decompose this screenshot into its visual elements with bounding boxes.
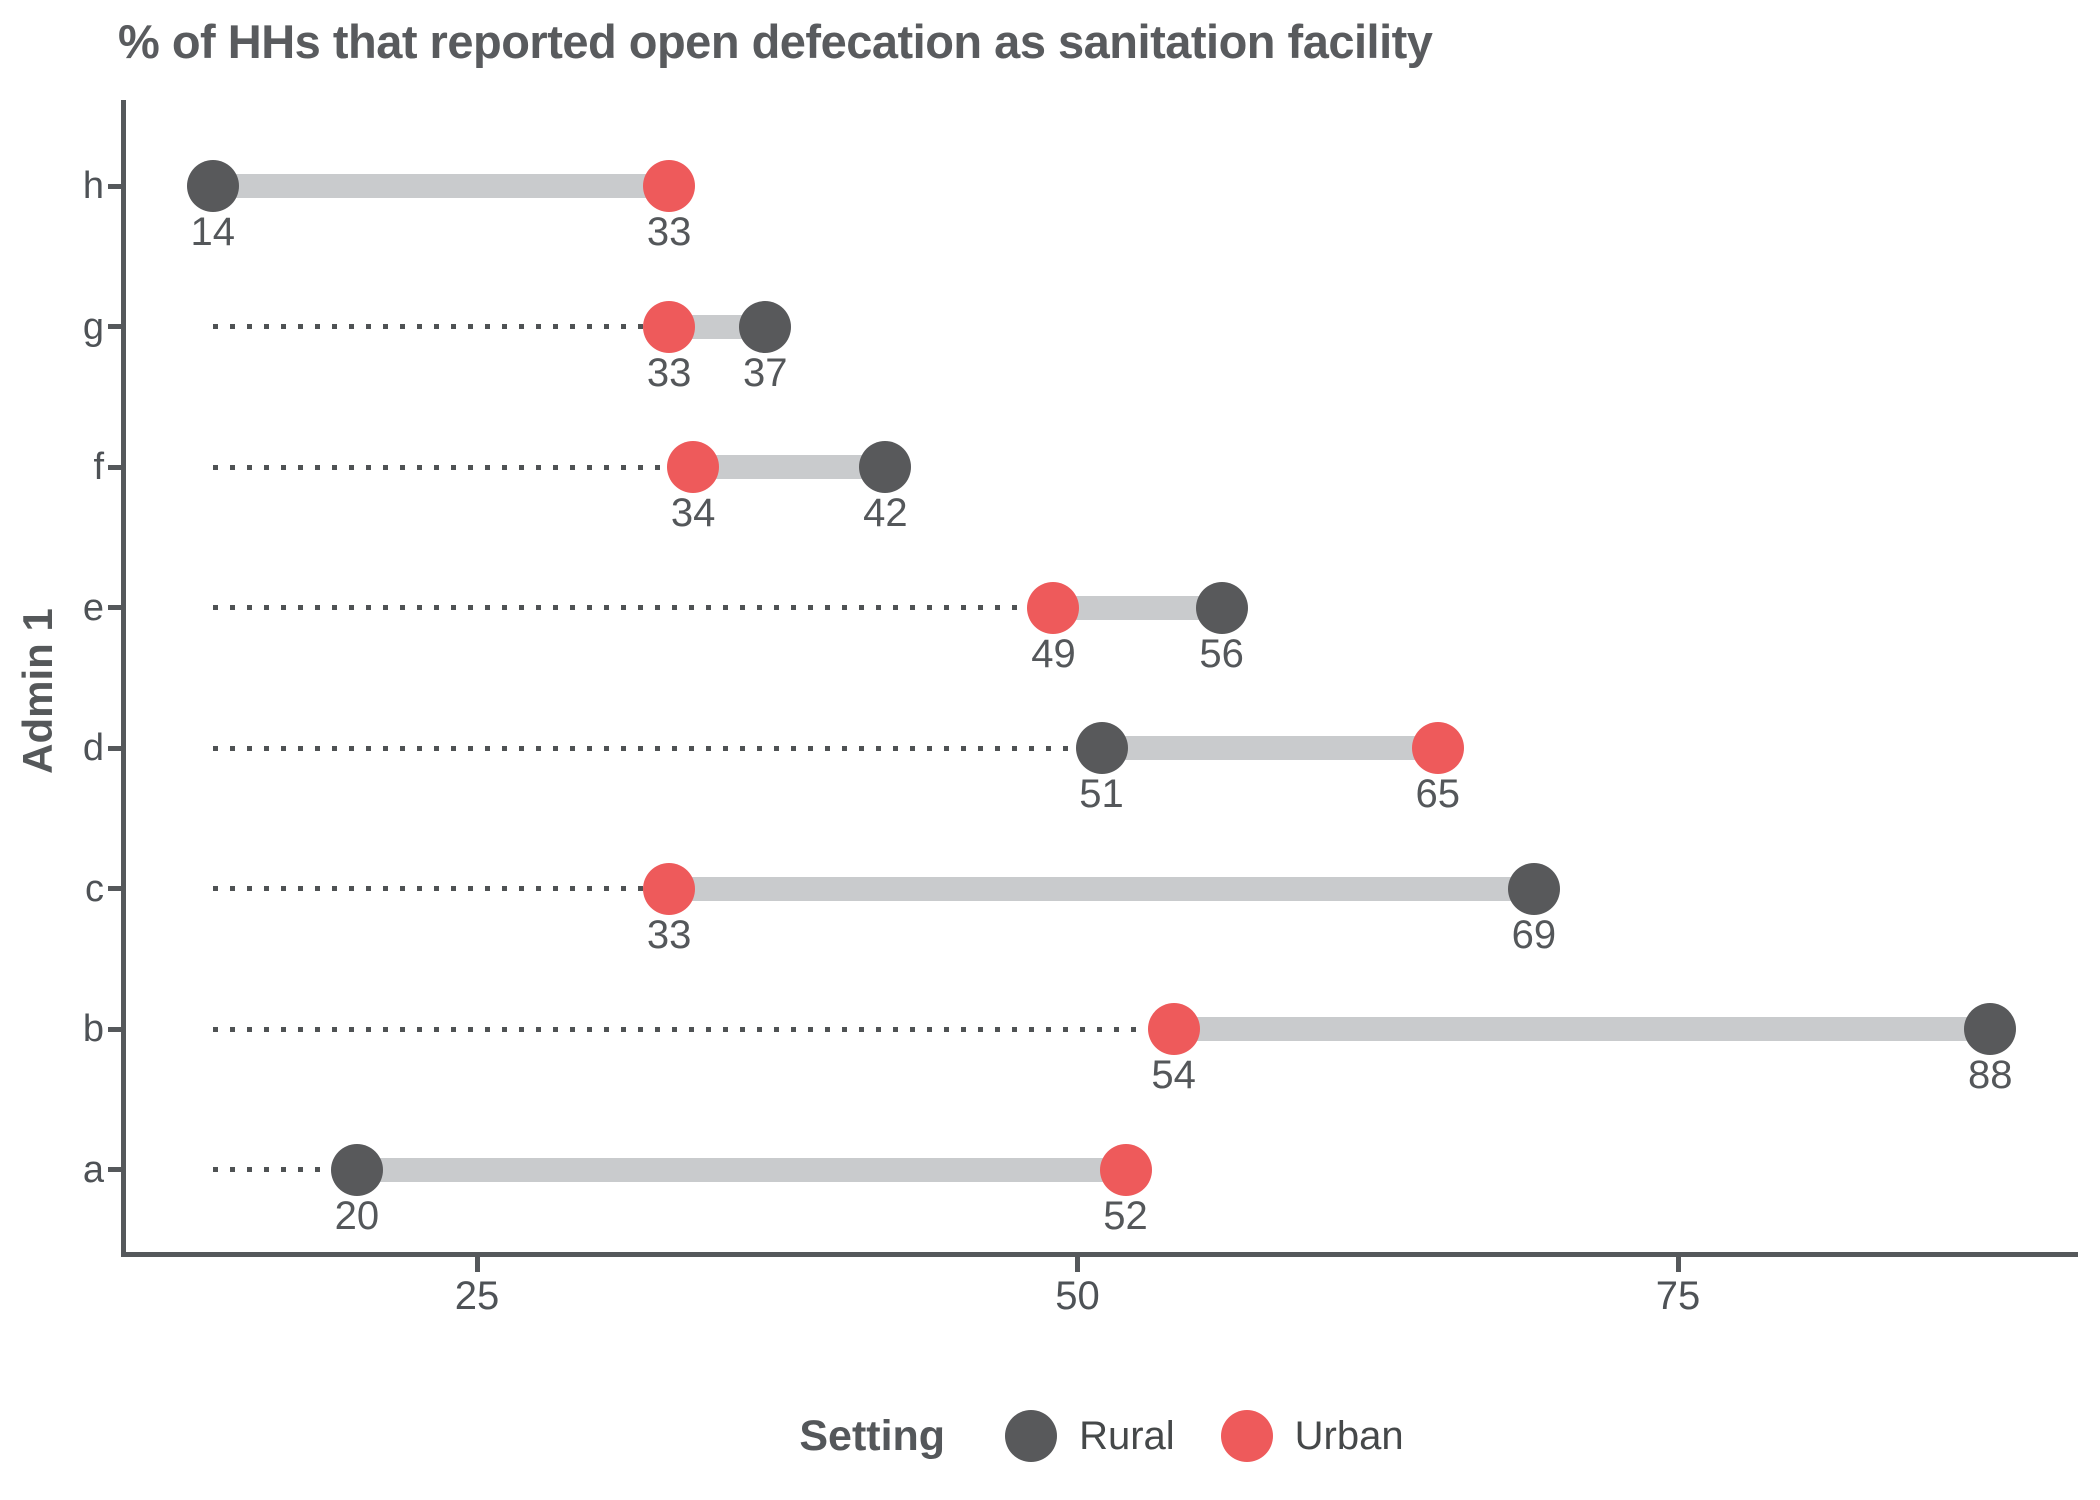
urban-value-label: 52 [1103, 1193, 1148, 1238]
rural-dot [1195, 581, 1248, 634]
y-tick [108, 605, 121, 610]
y-tick [108, 464, 121, 470]
y-category-label: h [82, 165, 104, 207]
legend-label-rural: Rural [1079, 1413, 1175, 1458]
urban-dot [1147, 1003, 1200, 1055]
y-axis-line [121, 100, 126, 1257]
y-category-label: c [85, 867, 104, 910]
dumbbell-band [1173, 1017, 1991, 1041]
rural-dot [1075, 722, 1128, 774]
y-tick [108, 324, 121, 329]
urban-dot [1099, 1143, 1152, 1196]
urban-value-label: 33 [646, 350, 692, 395]
legend-title: Setting [799, 1411, 946, 1460]
rural-value-label: 20 [334, 1193, 380, 1238]
rural-value-label: 69 [1511, 912, 1557, 957]
dumbbell-band [1101, 736, 1438, 760]
leader-line [212, 1026, 1148, 1032]
rural-value-label: 88 [1968, 1053, 2013, 1097]
y-tick [108, 886, 121, 891]
rural-dot [1964, 1003, 2017, 1055]
urban-value-label: 34 [670, 491, 716, 535]
urban-value-label: 54 [1151, 1053, 1196, 1097]
x-tick [474, 1257, 480, 1272]
x-tick [1675, 1257, 1681, 1272]
y-tick [108, 745, 121, 751]
urban-dot [1411, 722, 1464, 774]
dumbbell-band [693, 455, 886, 479]
dumbbell-band [1053, 595, 1222, 620]
y-tick [108, 1167, 121, 1172]
y-category-label: f [93, 446, 104, 488]
rural-dot [859, 441, 912, 493]
leader-line [212, 1167, 331, 1172]
x-tick-label: 25 [454, 1274, 500, 1318]
y-category-label: a [82, 1148, 104, 1191]
rural-dot [186, 160, 239, 212]
urban-dot [667, 441, 720, 493]
rural-dot [739, 300, 792, 353]
leader-line [212, 886, 644, 891]
y-category-label: e [82, 586, 104, 629]
x-tick-label: 50 [1055, 1274, 1100, 1318]
rural-value-label: 42 [863, 491, 908, 535]
rural-dot [1507, 862, 1560, 915]
x-axis-line [121, 1252, 2078, 1257]
y-tick [108, 1026, 121, 1032]
urban-value-label: 33 [646, 210, 692, 254]
rural-dot [330, 1143, 383, 1196]
urban-dot [643, 862, 696, 915]
legend-label-urban: Urban [1294, 1413, 1404, 1458]
leader-line [212, 605, 1028, 610]
leader-line [212, 464, 668, 470]
legend-item-rural: Rural [1005, 1410, 1175, 1462]
legend: Setting Rural Urban [123, 1406, 2080, 1466]
x-tick [1075, 1257, 1080, 1272]
y-category-label: d [82, 727, 104, 769]
leader-line [212, 324, 644, 329]
urban-value-label: 49 [1031, 631, 1076, 676]
urban-dot [1027, 581, 1080, 634]
x-tick-label: 75 [1655, 1274, 1701, 1318]
y-category-label: b [82, 1008, 104, 1050]
urban-dot-icon [1220, 1410, 1273, 1462]
dumbbell-band [212, 174, 670, 198]
rural-value-label: 51 [1079, 772, 1124, 816]
rural-value-label: 56 [1199, 631, 1244, 676]
dumbbell-band [669, 876, 1534, 901]
rural-dot-icon [1005, 1410, 1058, 1462]
rural-value-label: 14 [190, 210, 236, 254]
urban-value-label: 33 [646, 912, 692, 957]
leader-line [212, 745, 1076, 751]
urban-dot [643, 300, 696, 353]
urban-dot [643, 160, 696, 212]
rural-value-label: 37 [742, 350, 788, 395]
y-category-label: g [82, 305, 104, 348]
chart-title: % of HHs that reported open defecation a… [118, 15, 1433, 68]
y-tick [108, 183, 121, 189]
urban-value-label: 65 [1415, 772, 1461, 816]
dumbbell-band [356, 1157, 1126, 1182]
legend-item-urban: Urban [1220, 1410, 1404, 1462]
